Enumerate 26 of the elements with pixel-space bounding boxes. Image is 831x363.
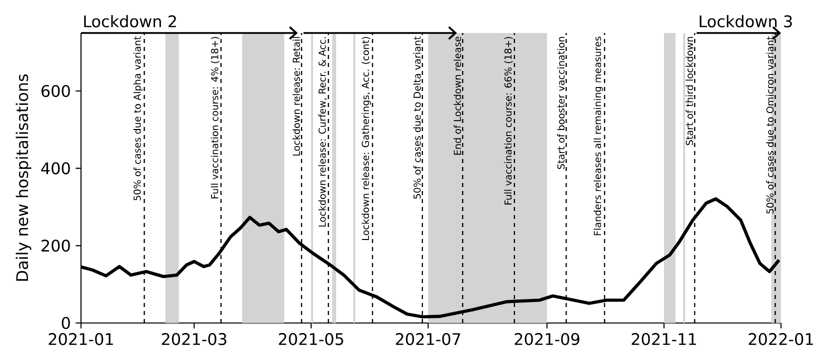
ref-line-label: 50% of cases due to Omicron variant bbox=[766, 36, 774, 214]
ref-line-label: 50% of cases due to Delta variant bbox=[413, 36, 421, 199]
ref-line-label: Flanders releases all remaining measures bbox=[594, 36, 603, 236]
ref-line-label: Start of third lockdown bbox=[686, 37, 694, 146]
y-tick-label: 200 bbox=[42, 240, 70, 252]
annotation: Lockdown 2 bbox=[84, 15, 176, 28]
y-tick-label: 600 bbox=[42, 84, 70, 98]
x-tick-label: 2021-11 bbox=[632, 333, 696, 346]
y-tick-label: 0 bbox=[62, 316, 70, 330]
ref-line-label: Lockdown release: Gatherings, Acc. (cont) bbox=[362, 37, 371, 240]
y-axis-title: Daily new hospitalisations bbox=[16, 74, 32, 281]
ref-line-label: Full vaccination course: 66% (18+) bbox=[504, 37, 513, 204]
ref-line-label: 50% of cases due to Alpha variant bbox=[133, 36, 143, 200]
ref-line-label: Start of booster vaccination bbox=[557, 37, 565, 170]
x-tick-label: 2021-01 bbox=[48, 333, 113, 346]
x-tick-label: 2022-01 bbox=[748, 333, 813, 346]
x-tick-label: 2021-09 bbox=[514, 333, 580, 346]
x-tick-label: 2021-03 bbox=[162, 333, 226, 346]
ref-line-label: Lockdown release: Retail bbox=[292, 37, 300, 156]
ref-line-label: End of Lockdown release bbox=[454, 36, 462, 155]
ref-line-label: Lockdown release: Curfew, Recr. & Acc. bbox=[318, 37, 327, 227]
x-tick-label: 2021-07 bbox=[396, 333, 460, 346]
y-tick-label: 400 bbox=[41, 162, 70, 174]
x-tick-label: 2021-05 bbox=[278, 333, 344, 346]
ref-line-label: Full vaccination course: 4% (18+) bbox=[210, 37, 220, 198]
annotation: Lockdown 3 bbox=[700, 15, 792, 28]
